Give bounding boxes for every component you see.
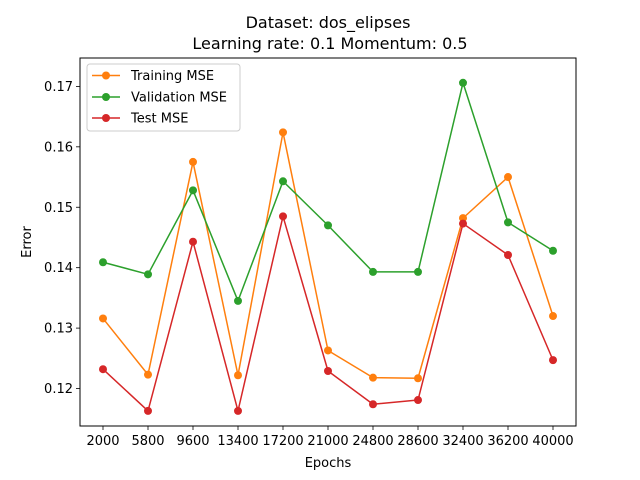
data-point-validation (189, 186, 197, 195)
x-tick-label: 17200 (262, 434, 303, 449)
data-point-validation (459, 78, 467, 87)
data-point-training (414, 374, 422, 383)
data-point-test (414, 396, 422, 405)
data-point-validation (324, 221, 332, 230)
data-point-test (99, 365, 107, 374)
legend-entry-validation: Validation MSE (92, 91, 227, 106)
data-point-test (369, 400, 377, 409)
x-tick-label: 21000 (307, 434, 348, 449)
y-axis-label: Error (20, 226, 35, 258)
data-point-test (189, 237, 197, 246)
data-point-test (549, 356, 557, 365)
legend-marker-test (102, 114, 110, 122)
data-point-training (144, 370, 152, 379)
legend-marker-training (102, 71, 110, 80)
y-tick-label: 0.13 (44, 322, 73, 337)
x-tick-label: 9600 (176, 434, 209, 449)
data-point-validation (234, 296, 242, 305)
data-point-training (324, 346, 332, 355)
legend: Training MSE Validation MSE Test MSE (86, 63, 241, 132)
x-tick-label: 32400 (442, 434, 483, 449)
chart-title-line-1: Dataset: dos_elipses (246, 13, 411, 33)
data-point-training (369, 373, 377, 382)
legend-marker-validation (102, 93, 110, 101)
data-point-test (279, 212, 287, 221)
data-point-test (459, 219, 467, 228)
data-point-test (324, 367, 332, 376)
x-axis-label: Epochs (305, 456, 352, 471)
data-point-training (279, 128, 287, 137)
chart-title-line-2: Learning rate: 0.1 Momentum: 0.5 (192, 34, 467, 53)
data-point-validation (414, 267, 422, 276)
data-point-training (504, 173, 512, 182)
data-point-test (144, 406, 152, 415)
data-point-training (549, 312, 557, 321)
legend-label-test: Test MSE (130, 112, 188, 127)
legend-label-validation: Validation MSE (131, 91, 227, 106)
data-point-validation (369, 267, 377, 276)
legend-box (86, 63, 241, 132)
data-point-test (504, 250, 512, 259)
x-tick-label: 2000 (86, 434, 119, 449)
plot-area: 2000 5800 9600 13400 17200 21000 24800 28600 324… (44, 78, 574, 449)
y-tick-label: 0.15 (44, 201, 73, 216)
data-point-training (99, 314, 107, 323)
data-point-training (189, 157, 197, 166)
data-point-validation (144, 270, 152, 279)
y-tick-label: 0.16 (44, 140, 73, 155)
plot-frame (79, 57, 577, 427)
x-tick-label: 5800 (131, 434, 164, 449)
x-tick-label: 28600 (397, 434, 438, 449)
x-tick-label: 36200 (487, 434, 528, 449)
data-point-validation (279, 177, 287, 186)
data-point-test (234, 406, 242, 415)
y-tick-label: 0.17 (44, 80, 73, 95)
legend-label-training: Training MSE (130, 69, 214, 84)
x-tick-label: 40000 (532, 434, 573, 449)
y-tick-label: 0.14 (44, 261, 73, 276)
data-point-validation (99, 258, 107, 267)
x-tick-label: 24800 (352, 434, 393, 449)
data-point-validation (549, 246, 557, 255)
legend-entry-test: Test MSE (92, 112, 188, 127)
data-point-training (234, 371, 242, 380)
y-tick-label: 0.12 (44, 382, 73, 397)
legend-entry-training: Training MSE (92, 69, 214, 84)
data-point-validation (504, 218, 512, 227)
x-tick-label: 13400 (217, 434, 258, 449)
